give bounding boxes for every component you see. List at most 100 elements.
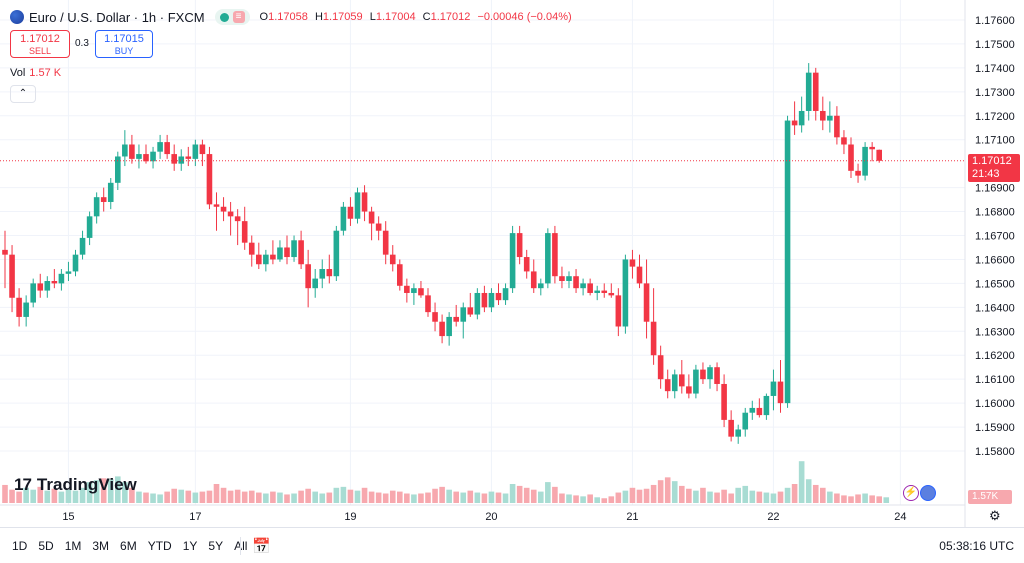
candle-body [305,264,311,289]
time-tick-label: 21 [626,511,638,523]
candle [664,369,671,399]
candle-body [777,381,784,404]
volume-bar [9,489,15,503]
candle-body [848,144,854,171]
bar-countdown: 21:43 [972,167,1000,180]
low-label: L [369,11,376,23]
candle [467,292,474,317]
candle-body [361,192,368,212]
candle-body [643,283,650,322]
candle [44,276,51,298]
volume-bar [157,494,163,503]
range-button-1m[interactable]: 1M [64,539,82,553]
candle [516,225,523,265]
volume-bar [502,493,509,503]
volume-bar [566,494,572,503]
tradingview-logo[interactable]: 17 TradingView [14,475,137,495]
candle-body [552,233,558,277]
price-tick-label: 1.16500 [975,278,1015,290]
candle [354,187,361,224]
range-button-3m[interactable]: 3M [92,539,110,553]
volume-legend[interactable]: Vol 1.57 K [10,67,61,79]
volume-bar [862,493,868,503]
calendar-range-icon[interactable]: 📅 [252,538,271,555]
volume-bar [580,496,586,503]
ohlc-values: O1.17058 H1.17059 L1.17004 C1.17012 −0.0… [260,11,576,23]
time-axis[interactable]: 15 17 19 20 21 22 24 [62,511,906,523]
candle [389,245,396,272]
volume-bar [397,491,403,503]
volume-bar [79,487,86,503]
price-tick-label: 1.17100 [975,135,1015,147]
volume-bar [538,491,544,503]
candle-body [622,259,629,327]
candle-body [425,295,431,313]
candle [566,271,572,289]
range-button-ytd[interactable]: YTD [147,539,172,553]
economic-event-icon[interactable] [920,485,936,501]
collapse-legend-button[interactable]: ⌃ [10,85,36,103]
tradingview-wordmark: TradingView [36,475,137,494]
candle-body [453,316,459,322]
candle-body [51,281,58,284]
candle [848,137,854,179]
volume-bar [185,490,192,503]
candle [538,278,544,296]
lightning-icon[interactable]: ⚡ [903,485,919,501]
volume-bar [869,495,875,503]
candle [700,362,706,384]
candle [545,228,551,289]
range-button-1d[interactable]: 1D [12,539,28,553]
candle [248,235,255,267]
volume-bar [164,491,170,503]
volume-bar [453,491,459,503]
volume-bar [481,493,488,503]
volume-bar [298,490,304,503]
volume-bar [312,491,318,503]
range-button-6m[interactable]: 6M [120,539,137,553]
volume-bar [763,492,770,503]
volume-bar [30,489,36,503]
candle [728,410,734,442]
candle-body [277,247,283,260]
sell-button[interactable]: 1.17012 SELL [10,30,70,58]
candle [58,269,65,291]
utc-clock[interactable]: 05:38:16 UTC [939,539,1014,553]
current-price-value: 1.17012 [972,154,1012,167]
volume-label: Vol [10,67,26,79]
candle [693,364,699,399]
open-label: O [259,11,269,23]
gear-icon[interactable]: ⚙ [989,508,1001,523]
candle [375,216,382,241]
range-button-1y[interactable]: 1Y [182,539,198,553]
candle-body [72,254,79,272]
candle-body [256,254,262,265]
candle-body [509,233,516,289]
price-axis[interactable]: 1.17600 1.17500 1.17400 1.17300 1.17200 1.171… [975,15,1015,458]
volume-bar [460,492,467,503]
candle-body [460,307,467,322]
volume-bar [749,490,756,503]
volume-bar [700,487,706,503]
symbol-title[interactable]: Euro / U.S. Dollar · 1h · FXCM [29,9,205,25]
buy-button[interactable]: 1.17015 BUY [95,30,153,58]
candle-body [2,249,8,255]
range-button-5y[interactable]: 5Y [208,539,224,553]
volume-bar [573,495,579,503]
market-status-pill[interactable]: ≡ [214,9,250,25]
candle [86,211,93,246]
range-button-5d[interactable]: 5D [38,539,54,553]
candle-body [418,288,424,296]
candle [869,142,875,162]
candle-body [559,276,565,281]
candle-body [178,156,185,164]
candle [841,130,847,155]
candle-body [742,412,749,430]
candle [650,288,657,365]
volume-bar [340,486,347,503]
volume-bar [883,497,890,503]
volume-bar [270,491,276,503]
price-tick-label: 1.16000 [975,398,1015,410]
volume-bar [23,487,29,503]
